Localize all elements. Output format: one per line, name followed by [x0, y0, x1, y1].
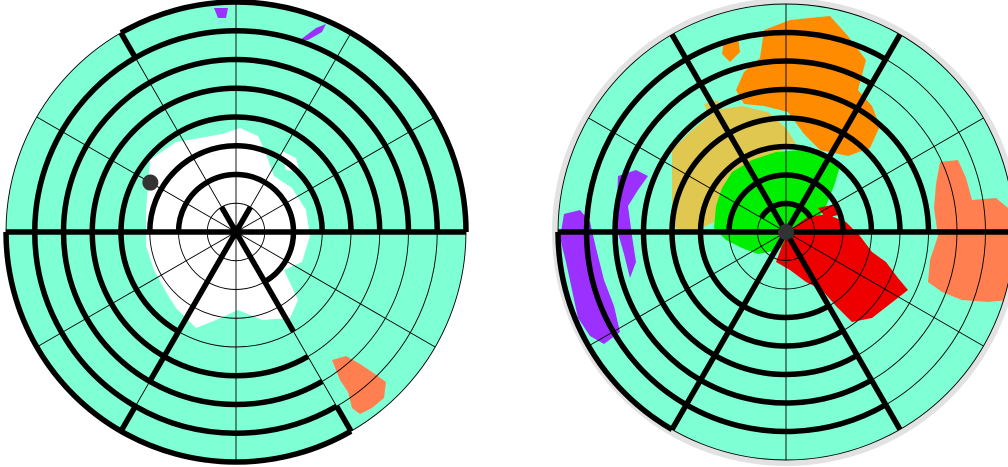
wall-spoke	[334, 404, 354, 433]
land-coral-bottom-right	[332, 356, 386, 414]
wall-spoke	[233, 230, 296, 333]
wall-arc	[669, 115, 903, 233]
wall-arc	[89, 85, 383, 233]
left-board-markers	[142, 174, 159, 191]
left-board-walls	[3, 0, 469, 465]
wall-spoke	[219, 205, 239, 234]
wall-arc	[60, 231, 324, 408]
wall-arc	[60, 56, 412, 233]
wall-arc	[147, 143, 325, 233]
wall-arc	[726, 172, 846, 233]
wall-arc	[758, 200, 814, 220]
grid-spoke	[785, 231, 984, 347]
left-polar-board[interactable]	[3, 0, 469, 465]
wall-arc	[555, 231, 674, 432]
wall-spoke	[118, 404, 138, 433]
grid-spoke	[235, 231, 436, 348]
region-north-america	[736, 16, 880, 156]
wall-arc	[119, 0, 469, 233]
land-violet-top	[214, 8, 228, 18]
wall-spoke	[669, 230, 789, 431]
wall-spoke	[783, 33, 903, 234]
right-board-walls	[555, 29, 1008, 435]
region-africa	[776, 214, 908, 322]
wall-arc	[640, 86, 932, 233]
right-board-markers	[778, 224, 794, 240]
region-south-america-strip	[616, 170, 648, 278]
wall-arc	[118, 114, 354, 233]
wall-arc	[32, 28, 440, 233]
wall-spoke	[118, 31, 138, 60]
region-europe	[672, 106, 796, 234]
wall-arc	[697, 143, 875, 233]
right-polar-board[interactable]	[552, 0, 1008, 466]
player-marker[interactable]	[142, 174, 159, 191]
land-violet-top-right	[300, 24, 326, 40]
wall-spoke	[147, 230, 239, 383]
region-asia	[714, 150, 840, 254]
wall-spoke	[233, 205, 253, 234]
player-marker[interactable]	[778, 224, 794, 240]
wall-arc	[118, 231, 180, 334]
wall-arc	[175, 171, 297, 285]
wall-spoke	[669, 33, 789, 234]
wall-spoke	[783, 230, 903, 431]
